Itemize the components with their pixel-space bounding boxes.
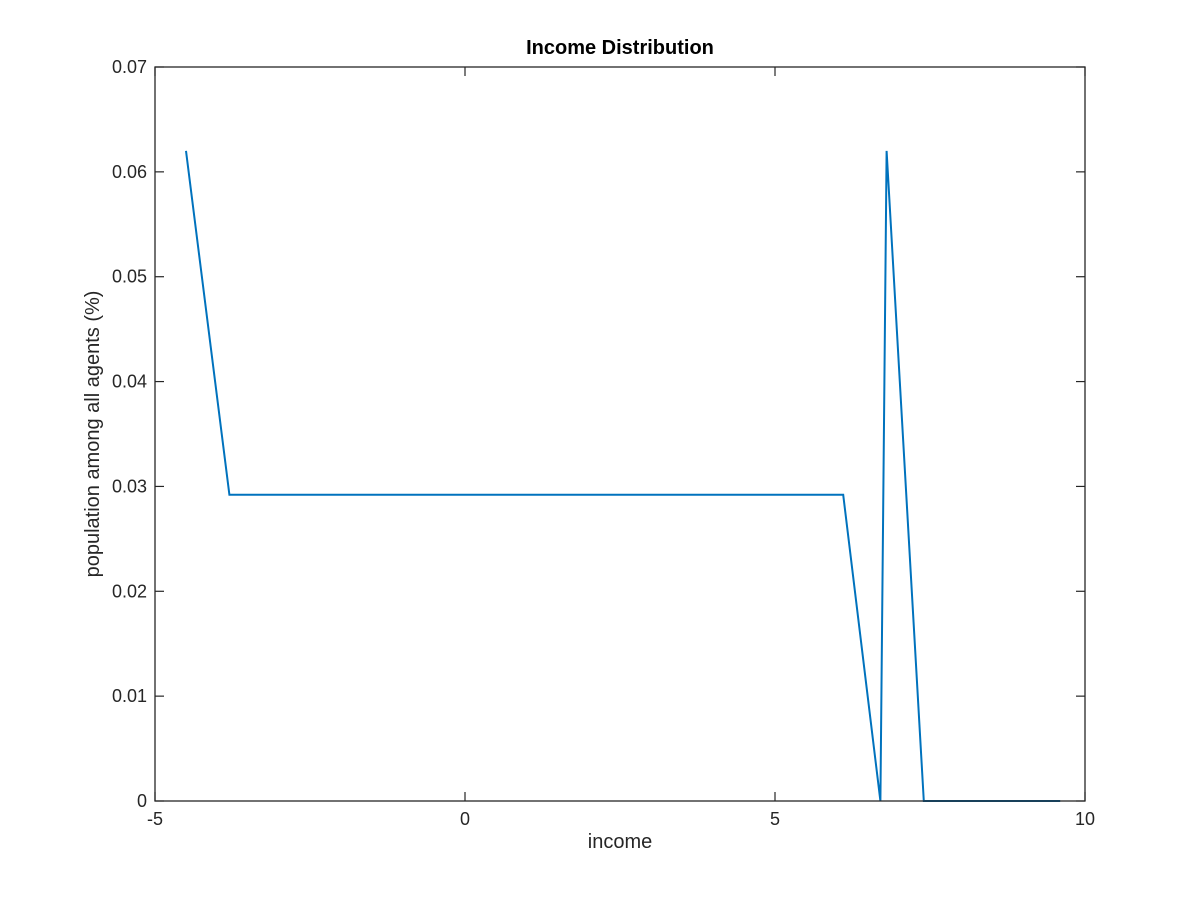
x-ticks: -5 0 5 10 <box>147 67 1095 829</box>
x-tick-label: 10 <box>1075 809 1095 829</box>
x-tick-label: 5 <box>770 809 780 829</box>
x-tick-label: -5 <box>147 809 163 829</box>
plot-area <box>155 67 1085 801</box>
y-tick-label: 0.06 <box>112 162 147 182</box>
chart-title: Income Distribution <box>526 37 714 59</box>
x-axis-label: income <box>588 831 652 853</box>
y-tick-label: 0.04 <box>112 372 147 392</box>
y-axis-label: population among all agents (%) <box>82 291 104 578</box>
x-tick-label: 0 <box>460 809 470 829</box>
axes-box <box>154 66 1086 802</box>
y-tick-label: 0 <box>137 791 147 811</box>
y-tick-label: 0.07 <box>112 57 147 77</box>
y-tick-label: 0.01 <box>112 686 147 706</box>
y-tick-label: 0.03 <box>112 476 147 496</box>
y-tick-label: 0.05 <box>112 267 147 287</box>
y-tick-label: 0.02 <box>112 581 147 601</box>
